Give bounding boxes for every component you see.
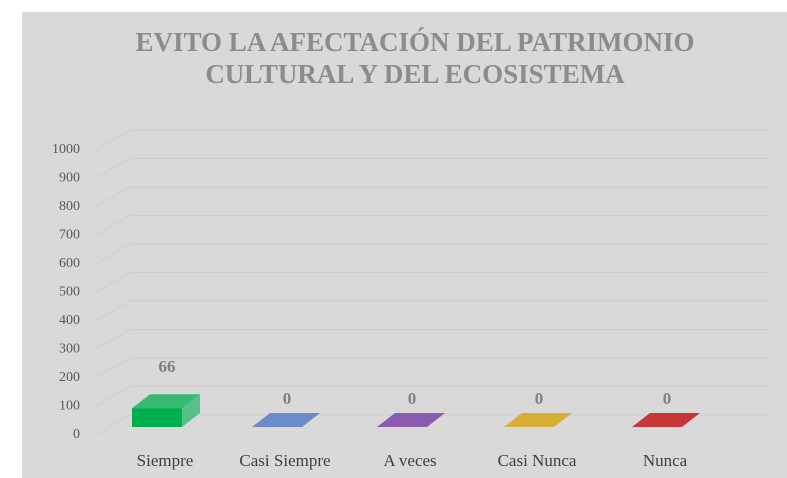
x-tick-label: A veces bbox=[383, 451, 436, 470]
bar-front bbox=[132, 408, 182, 427]
y-tick-label: 0 bbox=[73, 427, 80, 442]
bar-top bbox=[132, 394, 200, 409]
grid-line bbox=[94, 129, 770, 151]
bar-top bbox=[252, 413, 320, 427]
grid-line bbox=[94, 186, 770, 208]
y-tick-label: 500 bbox=[59, 285, 80, 300]
chart-title: EVITO LA AFECTACIÓN DEL PATRIMONIO bbox=[135, 27, 694, 57]
x-tick-label: Casi Siempre bbox=[239, 451, 330, 470]
x-tick-label: Siempre bbox=[137, 451, 194, 470]
data-label: 0 bbox=[535, 389, 544, 408]
data-label: 0 bbox=[663, 389, 672, 408]
bar-top bbox=[632, 413, 700, 427]
grid-line bbox=[94, 215, 770, 236]
data-label: 0 bbox=[283, 389, 292, 408]
chart-title: CULTURAL Y DEL ECOSISTEMA bbox=[205, 59, 625, 89]
bar-top bbox=[504, 413, 572, 427]
y-tick-label: 800 bbox=[59, 199, 80, 214]
y-tick-label: 200 bbox=[59, 370, 80, 385]
y-tick-label: 1000 bbox=[52, 142, 80, 157]
bar bbox=[252, 413, 320, 427]
y-tick-label: 700 bbox=[59, 228, 80, 243]
grid-line bbox=[94, 300, 770, 322]
y-tick-label: 900 bbox=[59, 171, 80, 186]
y-tick-label: 100 bbox=[59, 399, 80, 414]
y-tick-label: 300 bbox=[59, 342, 80, 357]
grid-line bbox=[94, 386, 770, 407]
y-tick-label: 600 bbox=[59, 256, 80, 271]
grid-line bbox=[94, 272, 770, 293]
bar bbox=[132, 394, 200, 427]
data-label: 66 bbox=[159, 357, 176, 376]
x-tick-label: Nunca bbox=[643, 451, 688, 470]
y-tick-label: 400 bbox=[59, 313, 80, 328]
data-label: 0 bbox=[408, 389, 417, 408]
bar bbox=[632, 413, 700, 427]
grid-line bbox=[94, 329, 770, 350]
bar bbox=[377, 413, 445, 427]
x-tick-label: Casi Nunca bbox=[498, 451, 577, 470]
grid-line bbox=[94, 357, 770, 379]
bar bbox=[504, 413, 572, 427]
grid-line bbox=[94, 158, 770, 179]
bar-top bbox=[377, 413, 445, 427]
bar-side bbox=[182, 394, 200, 427]
grid-line bbox=[94, 243, 770, 265]
